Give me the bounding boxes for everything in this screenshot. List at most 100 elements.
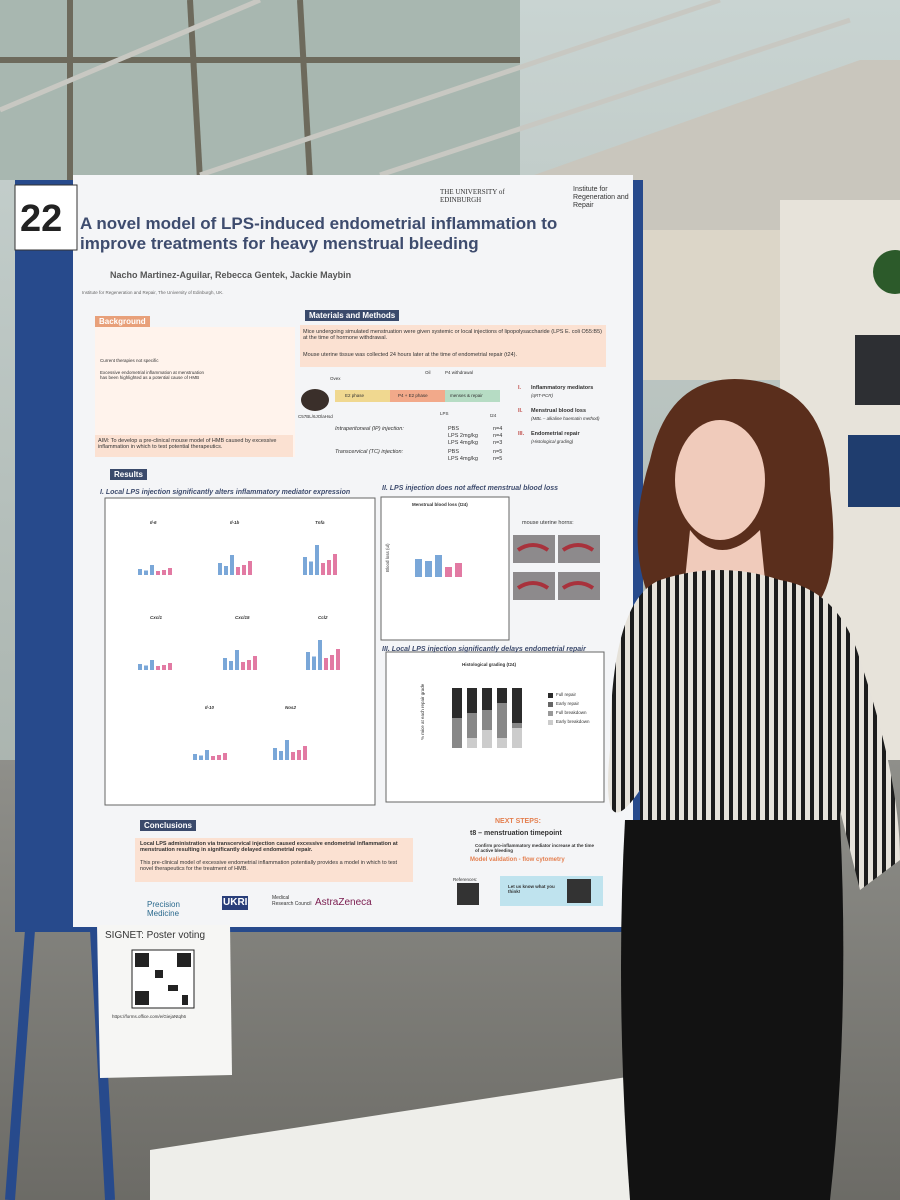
figure-bar: [223, 658, 227, 670]
figure-bar: [482, 730, 492, 748]
feedback-qr: [567, 879, 591, 903]
panel-title: II. LPS injection does not affect menstr…: [382, 485, 559, 492]
figure-bar: [324, 658, 328, 670]
skirt: [621, 820, 844, 1200]
group-name: PBS: [448, 449, 460, 455]
figure-bar: [303, 557, 307, 575]
figure-bar: [497, 688, 507, 703]
group-name: LPS 4mg/kg: [448, 456, 478, 462]
figure-bar: [452, 718, 462, 748]
figure-bar: [467, 738, 477, 748]
sponsor-logo: AstraZeneca: [315, 897, 372, 908]
horns-label: mouse uterine horns:: [522, 520, 574, 526]
phase-label: P4 + E2 phase: [398, 393, 428, 398]
outcome-method: (MBL – alkaline haematin method): [531, 416, 600, 421]
gene-label: Il-6: [150, 520, 157, 525]
aim-box: [95, 435, 293, 457]
neck: [685, 530, 765, 580]
next-step: t8 – menstruation timepoint: [470, 830, 562, 837]
section-heading: Materials and Methods: [305, 310, 400, 322]
mouse-strain: C57BL/6JOlaHsd: [298, 414, 333, 419]
sweater: [608, 570, 900, 890]
outcome-name: Endometrial repair: [531, 431, 580, 437]
figure-bar: [435, 555, 442, 577]
figure-bar: [205, 750, 209, 760]
figure-bar: [467, 688, 477, 713]
face: [675, 420, 765, 540]
figure-bar: [150, 565, 154, 575]
conclusion: This pre-clinical model of excessive end…: [140, 860, 398, 873]
methods-box: [300, 325, 606, 367]
group-name: LPS 2mg/kg: [448, 433, 478, 439]
figure-bar: [315, 545, 319, 575]
plaque: [855, 335, 900, 405]
outcome-num: I.: [518, 385, 522, 391]
section-heading: Results: [110, 469, 147, 481]
poster-title: A novel model of LPS-induced endometrial…: [80, 214, 558, 253]
institute-logo: Institute for Regeneration and Repair: [573, 186, 629, 210]
figure-bar: [512, 728, 522, 748]
outcome-num: III.: [518, 431, 525, 437]
window-frames: [0, 0, 520, 181]
figure-bar: [138, 664, 142, 670]
poster-number: 22: [20, 198, 63, 240]
sponsor-logo: Medical Research Council: [272, 895, 312, 907]
chart-title: Histological grading (t24): [462, 662, 517, 667]
figure-bar: [144, 665, 148, 670]
phase-bar: [335, 390, 390, 402]
sponsor-logo: UKRI: [222, 896, 249, 910]
figure-bar: [312, 656, 316, 670]
methods-text: Mouse uterine tissue was collected 24 ho…: [303, 352, 517, 358]
window: [0, 0, 520, 180]
next-step: Confirm pro-inflammatory mediator increa…: [475, 843, 595, 854]
figure-bar: [230, 555, 234, 575]
figure-bar: [452, 688, 462, 718]
outcome-method: (Histological grading): [531, 439, 574, 444]
timeline-label: t24: [490, 413, 497, 418]
panel-title: III. Local LPS injection significantly d…: [382, 646, 586, 653]
phase-bar: [390, 390, 445, 402]
figure-bar: [445, 567, 452, 577]
figure-graphics: [138, 545, 553, 760]
gene-label: Il-1b: [230, 520, 240, 525]
figure-bar: [330, 655, 334, 670]
legend-entry: Early repair: [556, 701, 580, 706]
university-logo: THE UNIVERSITY of EDINBURGH: [440, 188, 505, 205]
figure-bar: [211, 756, 215, 760]
figure-bar: [236, 567, 240, 575]
gene-label: Nos2: [285, 705, 297, 710]
gene-label: Cxcl1: [150, 615, 163, 620]
figure-bar: [548, 711, 553, 716]
figure-bar: [309, 561, 313, 575]
group-name: PBS: [448, 426, 460, 432]
figure-bar: [467, 713, 477, 738]
figure-bar: [162, 570, 166, 575]
group-n: n=4: [493, 433, 503, 439]
group-n: n=5: [493, 449, 503, 455]
section-heading: Background: [95, 316, 150, 328]
y-axis-label: % mice at each repair grade: [420, 683, 425, 740]
chart-title: Menstrual blood loss (t24): [412, 502, 468, 507]
figure-bar: [138, 569, 142, 575]
group-name: LPS 4mg/kg: [448, 440, 478, 446]
group-n: n=4: [493, 426, 503, 432]
gene-label: Il-10: [205, 705, 215, 710]
figure-bar: [306, 652, 310, 670]
figure-bar: [156, 571, 160, 575]
figure-bar: [193, 754, 197, 760]
outcome-method: (qRT-PCR): [531, 393, 554, 398]
background-item: Current therapies not specific: [100, 358, 159, 363]
figure-bar: [336, 649, 340, 670]
references: References:: [453, 877, 478, 882]
badge: [873, 250, 900, 294]
timeline-label: Ovex: [330, 376, 341, 381]
background-item: Excessive endometrial inflammation at me…: [100, 370, 205, 381]
figure-bar: [162, 665, 166, 670]
legend-entry: Full repair: [556, 692, 577, 697]
figure-bar: [333, 554, 337, 575]
figure-bar: [273, 748, 277, 760]
panel-title: I. Local LPS injection significantly alt…: [100, 489, 351, 496]
route-label: Transcervical (TC) injection:: [335, 449, 404, 455]
